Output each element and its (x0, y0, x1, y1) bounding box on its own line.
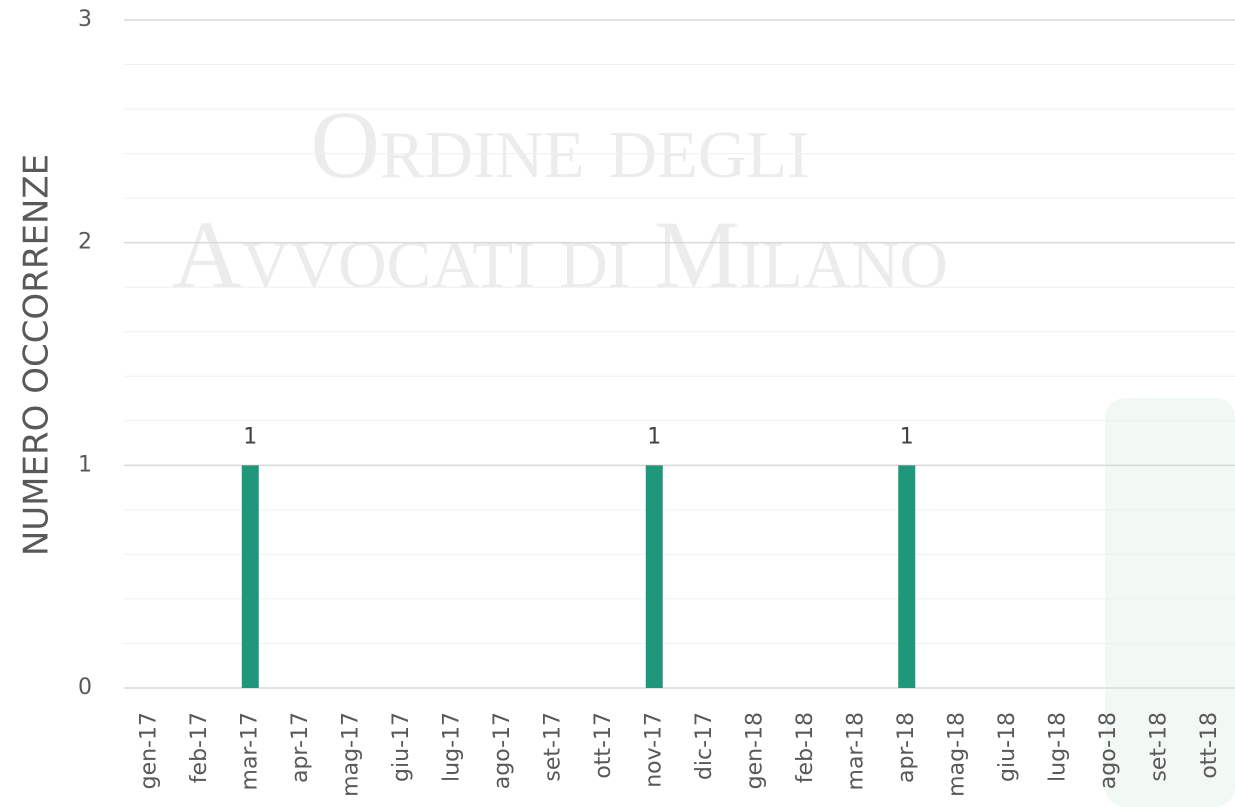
y-tick-label: 3 (78, 7, 92, 32)
x-tick-label: apr-18 (894, 712, 919, 783)
bar (241, 465, 259, 688)
x-tick-label: giu-17 (389, 712, 414, 782)
x-tick-label: ago-18 (1096, 712, 1121, 789)
data-label: 1 (900, 424, 914, 449)
x-tick-label: gen-17 (136, 712, 161, 789)
x-tick-label: lug-18 (1045, 712, 1070, 782)
x-tick-label: ott-18 (1197, 712, 1222, 779)
x-tick-label: mag-18 (944, 712, 969, 797)
y-tick-label: 1 (78, 452, 92, 477)
data-label: 1 (647, 424, 661, 449)
x-tick-label: lug-17 (439, 712, 464, 782)
x-tick-label: dic-17 (692, 712, 717, 780)
watermark-text: Ordine degli (311, 91, 810, 198)
x-tick-label: mar-18 (843, 712, 868, 790)
data-label: 1 (243, 424, 257, 449)
x-tick-label: nov-17 (641, 712, 666, 788)
x-tick-label: gen-18 (742, 712, 767, 789)
watermark-text: Avvocati di Milano (172, 201, 948, 308)
x-tick-label: set-18 (1146, 712, 1171, 782)
y-tick-label: 2 (78, 230, 92, 255)
bar (645, 465, 663, 688)
bar (898, 465, 916, 688)
x-tick-label: mag-17 (338, 712, 363, 797)
x-tick-label: feb-17 (187, 712, 212, 783)
x-tick-label: mar-17 (237, 712, 262, 790)
x-tick-label: giu-18 (995, 712, 1020, 782)
x-tick-label: feb-18 (793, 712, 818, 783)
x-tick-label: ott-17 (591, 712, 616, 779)
y-axis-label: NUMERO OCCORRENZE (17, 154, 57, 556)
x-tick-label: set-17 (540, 712, 565, 782)
y-tick-label: 0 (78, 675, 92, 700)
x-tick-label: ago-17 (490, 712, 515, 789)
watermark-shape (1105, 398, 1235, 807)
x-tick-label: apr-17 (288, 712, 313, 783)
